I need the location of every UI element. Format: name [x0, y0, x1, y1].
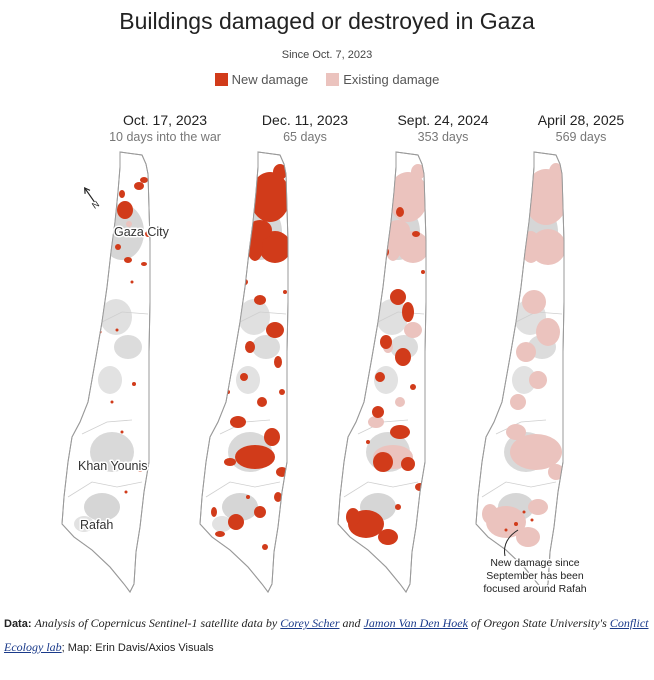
- legend-item-new: New damage: [214, 72, 309, 87]
- map-panel-1: Gaza City Gaza City Khan Younis Khan You…: [61, 151, 171, 593]
- place-label-rafah: Rafah: [80, 518, 113, 532]
- annotation-line: September has been: [486, 570, 584, 582]
- annotation: New damage since New damage since Septem…: [482, 556, 588, 597]
- map-panel-2: [199, 151, 289, 593]
- panel-header-3: Sept. 24, 2024 353 days: [373, 111, 513, 145]
- annotation-line: focused around Rafah: [483, 583, 586, 595]
- page-subtitle: Since Oct. 7, 2023: [281, 49, 373, 61]
- north-arrow-icon: N: [84, 187, 101, 211]
- map-panel-3: [337, 151, 427, 593]
- panel-days: 353 days: [417, 130, 469, 144]
- source-label: Data:: [4, 618, 32, 630]
- panel-date: April 28, 2025: [537, 112, 625, 128]
- author-link-1[interactable]: Corey Scher: [280, 616, 340, 630]
- page-title: Buildings damaged or destroyed in Gaza: [119, 8, 535, 34]
- panel-date: Dec. 11, 2023: [261, 112, 349, 128]
- lab-link-2[interactable]: Ecology lab: [4, 640, 62, 654]
- annotation-halo: New damage since: [490, 557, 579, 569]
- annotation-line: New damage since: [490, 557, 579, 569]
- annotation-halo: September has been: [486, 570, 584, 582]
- lab-link-1[interactable]: Conflict: [609, 616, 649, 630]
- legend-label-existing: Existing damage: [343, 72, 440, 87]
- panel-header-1: Oct. 17, 2023 10 days into the war: [95, 111, 235, 145]
- map-panel-4: [475, 151, 565, 593]
- legend-label-new: New damage: [231, 72, 309, 87]
- place-halo: Rafah: [80, 518, 113, 532]
- legend-swatch-new: [214, 73, 228, 86]
- panel-days: 10 days into the war: [109, 130, 221, 144]
- place-label-gaza-city: Gaza City: [114, 225, 170, 239]
- north-label: N: [90, 199, 101, 211]
- source-text: Analysis of Copernicus Sentinel-1 satell…: [34, 616, 278, 630]
- legend: New damage Existing damage: [0, 72, 654, 87]
- panel-days: 65 days: [283, 130, 327, 144]
- map-credit: ; Map: Erin Davis/Axios Visuals: [61, 642, 214, 654]
- panel-date: Oct. 17, 2023: [122, 112, 208, 128]
- place-halo: Gaza City: [114, 225, 170, 239]
- author-link-2[interactable]: Jamon Van Den Hoek: [363, 616, 468, 630]
- place-halo: Khan Younis: [78, 459, 148, 473]
- panel-days: 569 days: [555, 130, 607, 144]
- legend-item-existing: Existing damage: [326, 72, 439, 87]
- source-note: Data: Analysis of Copernicus Sentinel-1 …: [4, 612, 650, 660]
- legend-swatch-existing: [326, 73, 340, 86]
- maps-canvas: Gaza City Gaza City Khan Younis Khan You…: [61, 151, 588, 597]
- panel-date: Sept. 24, 2024: [397, 112, 489, 128]
- place-label-khan-younis: Khan Younis: [78, 459, 148, 473]
- annotation-leader: [504, 529, 519, 557]
- annotation-halo: focused around Rafah: [483, 583, 586, 595]
- panel-header-2: Dec. 11, 2023 65 days: [235, 111, 375, 145]
- source-text: of Oregon State University's: [470, 616, 607, 630]
- panel-header-4: April 28, 2025 569 days: [511, 111, 651, 145]
- source-text: and: [342, 616, 361, 630]
